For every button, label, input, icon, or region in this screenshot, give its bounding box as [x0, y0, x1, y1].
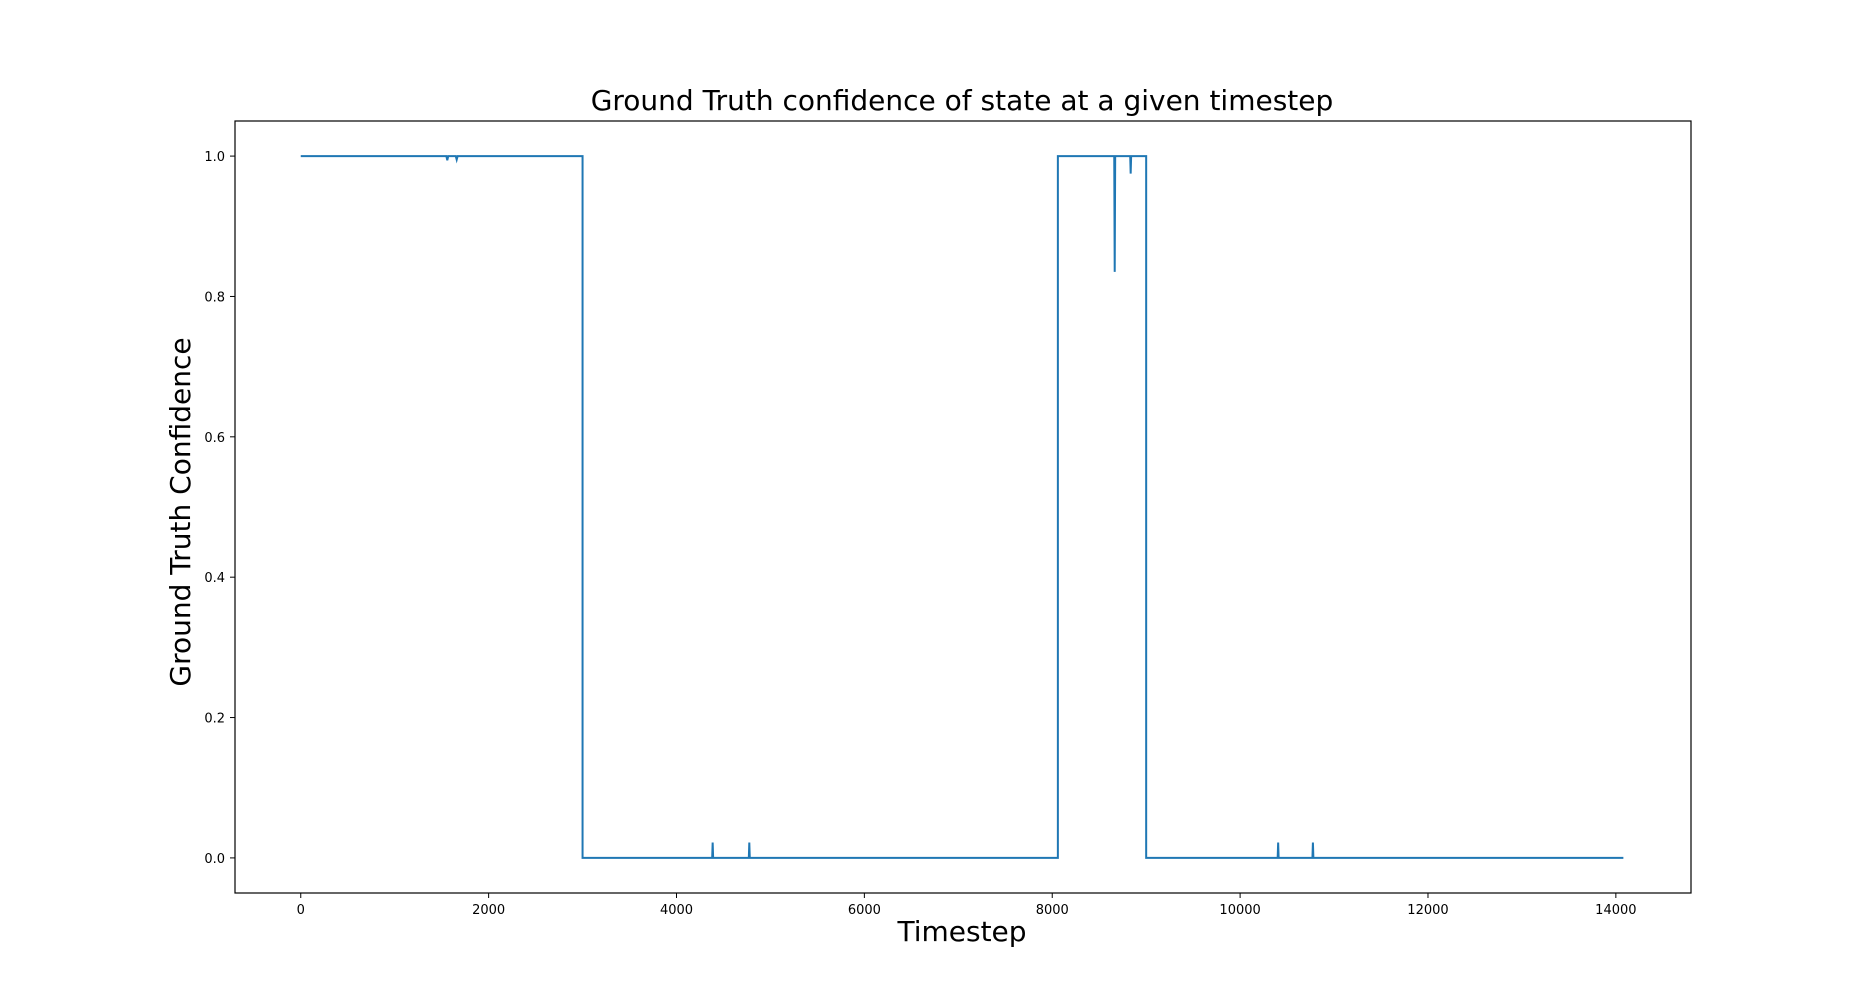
- chart-title: Ground Truth confidence of state at a gi…: [591, 84, 1334, 117]
- x-tick-label: 4000: [660, 903, 693, 918]
- y-tick-label: 0.2: [204, 712, 225, 727]
- x-tick-label: 12000: [1407, 903, 1448, 918]
- y-tick-label: 0.8: [204, 290, 225, 305]
- y-tick-label: 0.6: [204, 431, 225, 446]
- y-tick-label: 0.4: [204, 571, 225, 586]
- axes-frame: [234, 120, 1692, 894]
- x-tick-label: 0: [297, 903, 305, 918]
- x-tick-label: 14000: [1595, 903, 1636, 918]
- y-tick-label: 0.0: [204, 852, 225, 867]
- x-axis-label: Timestep: [896, 915, 1026, 948]
- confidence-series-line: [300, 155, 1624, 859]
- plot-area: [300, 155, 1624, 859]
- x-tick-label: 10000: [1219, 903, 1260, 918]
- x-tick-label: 8000: [1036, 903, 1069, 918]
- y-axis-label: Ground Truth Confidence: [164, 337, 197, 686]
- x-tick-label: 6000: [848, 903, 881, 918]
- x-tick-label: 2000: [472, 903, 505, 918]
- y-tick-label: 1.0: [204, 150, 225, 165]
- axis-ticks: 0 2000 4000 6000 8000 10000 12000 14000 0.0 0.2 0.…: [204, 150, 1636, 918]
